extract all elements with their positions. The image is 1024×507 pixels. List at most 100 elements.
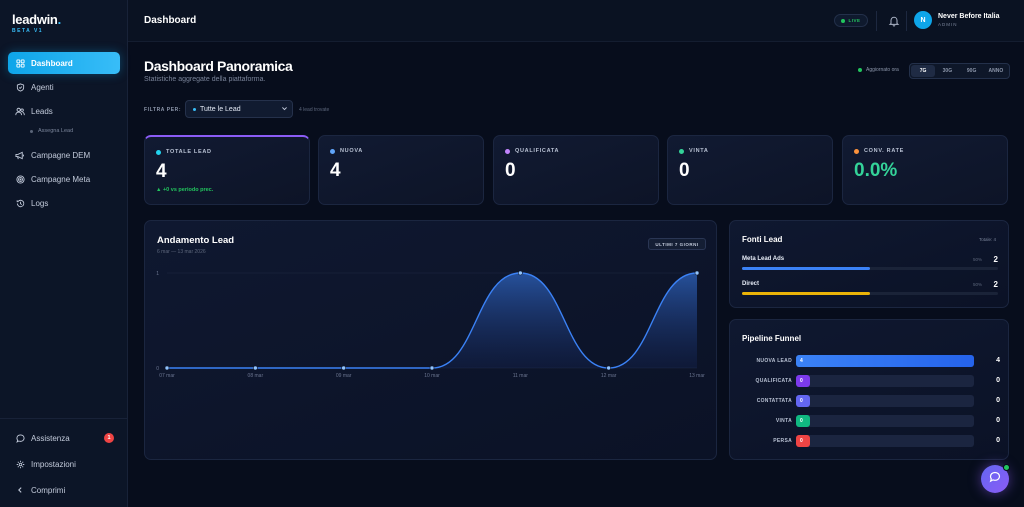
bell-icon[interactable] [888, 14, 900, 27]
funnel-bar-track: 0 [796, 415, 974, 427]
sidebar-item-logs[interactable]: Logs [8, 192, 120, 214]
funnel-row[interactable]: CONTATTATA 0 0 [742, 395, 1000, 407]
trend-chart: 0 1 07 mar 08 mar 09 mar 10 mar 11 mar 12 mar 13… [156, 270, 705, 379]
data-point [341, 365, 346, 371]
sources-title: Fonti Lead [742, 235, 783, 244]
divider [906, 11, 907, 31]
sidebar-item-label: Campagne DEM [31, 150, 91, 160]
series-area [167, 273, 697, 368]
source-count: 2 [993, 280, 998, 289]
filter-dot-icon [193, 107, 196, 111]
sidebar-item-label: Leads [31, 106, 53, 116]
funnel-row[interactable]: NUOVA LEAD 4 4 [742, 355, 1000, 367]
user-name[interactable]: Never Before Italia [938, 13, 1000, 20]
chat-icon [989, 470, 1001, 488]
funnel-count: 0 [996, 437, 1000, 444]
bullet-icon [30, 129, 33, 133]
data-point [429, 365, 435, 371]
chat-icon [15, 433, 25, 443]
funnel-title: Pipeline Funnel [742, 334, 802, 343]
funnel-count: 0 [996, 417, 1000, 424]
kpi-dot-icon [854, 148, 859, 154]
page-subtitle: Statistiche aggregate della piattaforma. [144, 76, 266, 83]
funnel-row[interactable]: PERSA 0 0 [742, 435, 1000, 447]
sources-panel: Fonti Lead Totale: 4 Meta Lead Ads 50% 2… [729, 220, 1009, 308]
source-row[interactable]: Meta Lead Ads 50% 2 [742, 255, 998, 270]
notification-badge: 1 [104, 433, 114, 443]
source-bar-fill [742, 267, 870, 270]
source-count: 2 [993, 255, 998, 264]
sidebar-collapse-button[interactable]: Comprimi [8, 479, 120, 501]
sidebar-item-campagne-meta[interactable]: Campagne Meta [8, 168, 120, 190]
update-status: Aggiornato ora [858, 67, 899, 73]
kpi-card-qualificata: QUALIFICATA 0 [493, 135, 659, 205]
date-range-selector: 7G 30G 90G ANNO [909, 63, 1010, 79]
sidebar-item-dashboard[interactable]: Dashboard [8, 52, 120, 74]
live-dot-icon [841, 18, 846, 23]
data-point [694, 270, 700, 276]
kpi-value: 0.0% [854, 160, 898, 181]
funnel-bar-track: 4 [796, 355, 974, 367]
history-icon [15, 198, 25, 208]
range-option-7g[interactable]: 7G [911, 65, 936, 77]
kpi-value: 4 [156, 161, 167, 182]
sidebar-item-campagne-dem[interactable]: Campagne DEM [8, 144, 120, 166]
sidebar-item-label: Assistenza [31, 433, 70, 443]
range-option-anno[interactable]: ANNO [988, 68, 1004, 74]
funnel-count: 0 [996, 397, 1000, 404]
update-label: Aggiornato ora [866, 67, 899, 73]
data-point [518, 270, 523, 276]
source-row[interactable]: Direct 50% 2 [742, 280, 998, 295]
funnel-row[interactable]: QUALIFICATA 0 0 [742, 375, 1000, 387]
funnel-bar-fill: 4 [796, 355, 974, 367]
sidebar-item-label: Logs [31, 198, 49, 208]
funnel-bar-fill: 0 [796, 395, 811, 407]
funnel-panel: Pipeline Funnel NUOVA LEAD 4 4 QUALIFICA… [729, 319, 1009, 460]
avatar[interactable]: N [914, 11, 932, 29]
sidebar: leadwin. BETA V1 Dashboard Agenti Leads … [0, 0, 128, 507]
kpi-dot-icon [505, 148, 510, 154]
source-name: Meta Lead Ads [742, 256, 785, 262]
chart-subtitle: 6 mar — 13 mar 2026 [157, 249, 206, 255]
source-percent: 50% [972, 257, 982, 262]
kpi-value: 0 [505, 160, 516, 181]
source-bar-track [742, 267, 998, 270]
chat-button[interactable] [981, 464, 1010, 493]
grid-icon [15, 58, 25, 68]
kpi-label: NUOVA [340, 148, 363, 154]
sidebar-item-assistenza[interactable]: Assistenza [8, 427, 120, 449]
chart-range-pill[interactable]: ULTIMI 7 GIORNI [648, 238, 706, 250]
sidebar-item-impostazioni[interactable]: Impostazioni [8, 453, 120, 475]
sidebar-item-agenti[interactable]: Agenti [8, 76, 120, 98]
sidebar-item-label: Campagne Meta [31, 174, 91, 184]
divider [876, 11, 877, 31]
chart-title: Andamento Lead [157, 235, 235, 246]
filter-count: 4 lead trovate [299, 107, 330, 113]
brand-dot: . [57, 12, 62, 27]
kpi-dot-icon [330, 148, 335, 154]
live-indicator: LIVE [834, 14, 868, 27]
logo[interactable]: leadwin. BETA V1 [12, 12, 61, 34]
sidebar-subitem-assegna-lead[interactable]: Assegna Lead [30, 128, 73, 134]
sidebar-item-leads[interactable]: Leads [8, 100, 120, 122]
filter-select[interactable]: Tutte le Lead [185, 100, 293, 118]
source-percent: 50% [972, 282, 982, 287]
sidebar-item-label: Dashboard [31, 58, 73, 68]
funnel-label: NUOVA LEAD [756, 358, 792, 364]
kpi-value: 4 [330, 160, 341, 181]
sidebar-item-label: Comprimi [31, 485, 66, 495]
sidebar-item-label: Agenti [31, 82, 54, 92]
sidebar-divider [0, 418, 128, 419]
range-option-30g[interactable]: 30G [942, 68, 953, 74]
funnel-row[interactable]: VINTA 0 0 [742, 415, 1000, 427]
kpi-dot-icon [156, 149, 161, 155]
users-icon [15, 106, 25, 116]
data-point [253, 365, 258, 371]
status-dot-icon [858, 68, 862, 72]
range-option-90g[interactable]: 90G [966, 68, 977, 74]
x-tick-label: 10 mar [424, 373, 440, 379]
funnel-bar-track: 0 [796, 395, 974, 407]
kpi-label: VINTA [689, 148, 709, 154]
brand-name: leadwin [12, 12, 58, 27]
kpi-label: TOTALE LEAD [166, 149, 212, 155]
